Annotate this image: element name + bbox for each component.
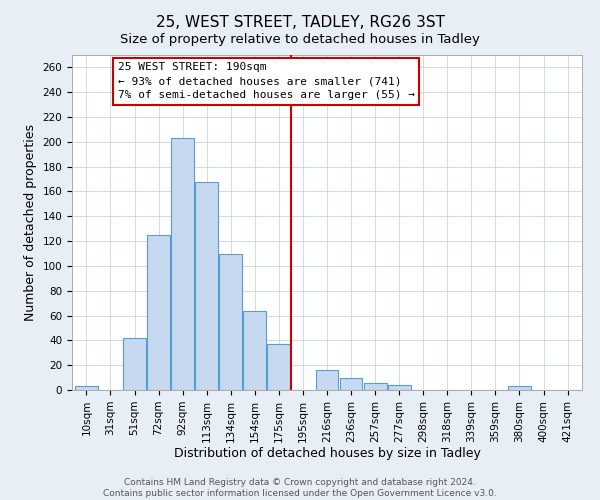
Bar xyxy=(388,385,410,390)
Bar xyxy=(123,338,146,390)
Bar xyxy=(508,386,531,390)
Bar xyxy=(171,138,194,390)
Bar xyxy=(220,254,242,390)
Text: 25 WEST STREET: 190sqm
← 93% of detached houses are smaller (741)
7% of semi-det: 25 WEST STREET: 190sqm ← 93% of detached… xyxy=(118,62,415,100)
Bar xyxy=(340,378,362,390)
X-axis label: Distribution of detached houses by size in Tadley: Distribution of detached houses by size … xyxy=(173,448,481,460)
Bar xyxy=(268,344,290,390)
Bar xyxy=(75,386,98,390)
Bar xyxy=(316,370,338,390)
Text: Contains HM Land Registry data © Crown copyright and database right 2024.
Contai: Contains HM Land Registry data © Crown c… xyxy=(103,478,497,498)
Bar xyxy=(364,382,386,390)
Text: Size of property relative to detached houses in Tadley: Size of property relative to detached ho… xyxy=(120,32,480,46)
Bar xyxy=(147,235,170,390)
Text: 25, WEST STREET, TADLEY, RG26 3ST: 25, WEST STREET, TADLEY, RG26 3ST xyxy=(155,15,445,30)
Y-axis label: Number of detached properties: Number of detached properties xyxy=(24,124,37,321)
Bar xyxy=(244,310,266,390)
Bar xyxy=(195,182,218,390)
